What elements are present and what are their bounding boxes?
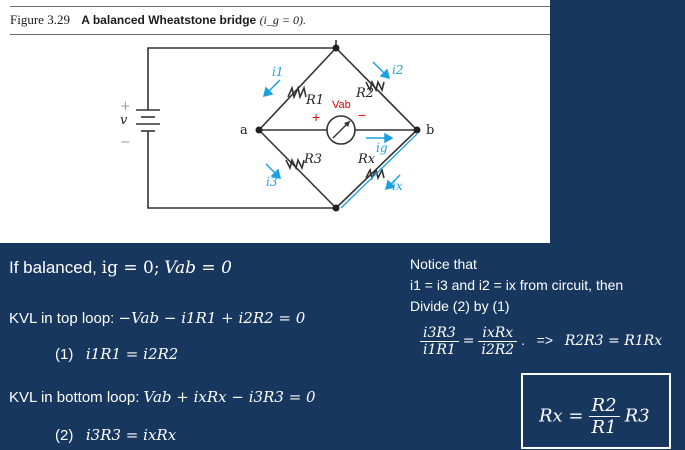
eq1-equation: i1R1 = i2R2 [85,345,179,363]
notice-line-3: Divide (2) by (1) [410,298,510,314]
eq2-equation: i3R3 = ixRx [85,426,177,444]
vab-label: Vab [332,99,351,111]
equation-1: (1) i1R1 = i2R2 [55,345,178,363]
node-bottom-dot [332,204,340,212]
final-factor: R3 [624,405,650,427]
final-lhs: Rx = [539,405,584,427]
balanced-ig: ig = 0; [101,258,160,278]
balanced-condition: If balanced, ig = 0; Vab = 0 [9,258,232,278]
final-denominator: R1 [591,417,617,438]
r2-label: R2 [355,86,374,101]
final-fraction: R2 R1 [588,395,620,438]
r1-label: R1 [305,93,324,108]
resistor-r3 [285,157,305,171]
vab-plus-label: + [312,109,320,125]
figure-title: A balanced Wheatstone bridge [81,13,257,27]
kvl-bottom-label: KVL in bottom loop: [9,389,140,406]
vab-minus-label: − [358,107,366,123]
notice-line-2: i1 = i3 and i2 = ix from circuit, then [410,277,624,293]
ratio-rhs-numerator: ixRx [478,325,518,342]
ratio-equation: i3R3 i1R1 = ixRx i2R2 . => R2R3 = R1Rx [420,325,662,358]
battery-symbol [136,88,160,150]
r3-label: R3 [303,152,322,167]
source-minus-label: − [120,135,131,150]
kvl-top-loop: KVL in top loop: −Vab − i1R1 + i2R2 = 0 [9,309,305,327]
i3-label: i3 [266,175,278,189]
ratio-rhs-denominator: i2R2 [481,342,515,358]
ratio-equals: = [462,333,475,350]
figure-caption-rule [10,34,550,35]
source-label: v [120,113,128,128]
node-b-label: b [426,123,434,138]
balanced-prefix: If balanced, [9,258,97,277]
kvl-top-label: KVL in top loop: [9,310,115,327]
node-top-dot [332,44,340,52]
ratio-arrow: => [536,332,554,349]
node-b-dot [413,126,421,134]
i1-label: i1 [272,65,283,79]
ratio-lhs-denominator: i1R1 [423,342,456,358]
i2-label: i2 [392,63,403,77]
kvl-top-equation: −Vab − i1R1 + i2R2 = 0 [118,309,306,327]
kvl-bottom-equation: Vab + ixRx − i3R3 = 0 [143,388,316,406]
figure-caption: Figure 3.29 A balanced Wheatstone bridge… [10,12,306,28]
ix-highlight-line [340,133,418,209]
ix-label: ix [392,179,403,193]
resistor-r2 [365,79,385,93]
final-equation: Rx = R2 R1 R3 [539,395,650,438]
figure-number: Figure 3.29 [10,12,70,27]
ig-label: ig [376,141,388,155]
kvl-bottom-loop: KVL in bottom loop: Vab + ixRx − i3R3 = … [9,388,316,406]
circuit-figure: Figure 3.29 A balanced Wheatstone bridge… [0,0,550,243]
final-result-box: Rx = R2 R1 R3 [521,373,671,449]
equation-2: (2) i3R3 = ixRx [55,426,176,444]
resistor-rx [365,167,385,181]
ratio-period: . [521,332,525,349]
source-plus-label: + [120,99,131,114]
wheatstone-bridge-diagram: a b v + − R1 R2 R3 Rx i1 i2 i3 ig ix Vab… [120,40,434,212]
figure-condition: (i_g = 0). [259,13,306,27]
node-a-label: a [240,123,248,138]
notice-line-1: Notice that [410,256,477,272]
node-a-dot [255,126,263,134]
resistor-r1 [287,85,307,100]
ratio-lhs-numerator: i3R3 [420,325,459,342]
eq2-tag: (2) [55,427,74,444]
ratio-rhs-fraction: ixRx i2R2 [478,325,518,358]
final-numerator: R2 [588,395,620,417]
eq1-tag: (1) [55,346,74,363]
rx-label: Rx [357,152,376,167]
balanced-vab: Vab = 0 [164,258,232,278]
figure-top-rule [10,6,550,7]
ratio-result: R2R3 = R1Rx [564,333,663,350]
ratio-lhs-fraction: i3R3 i1R1 [420,325,459,358]
